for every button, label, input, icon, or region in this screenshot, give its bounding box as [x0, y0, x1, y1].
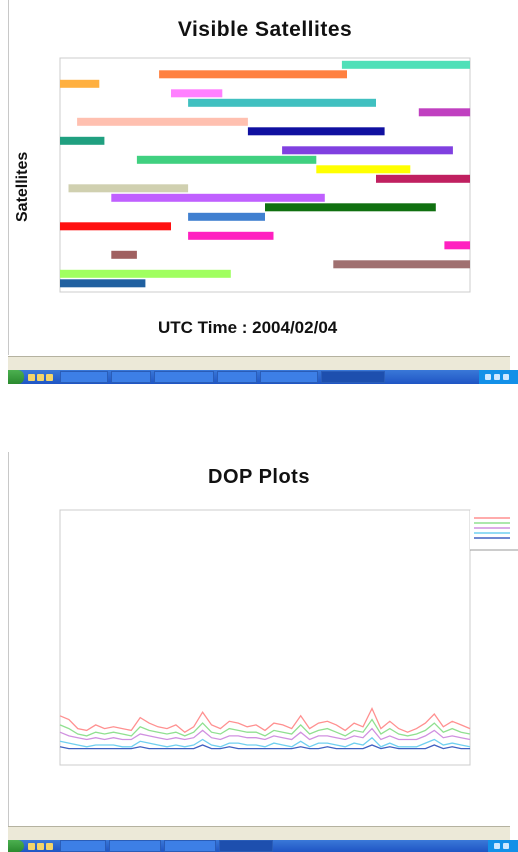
satellite-bar — [188, 231, 274, 240]
satellite-bar — [418, 108, 471, 117]
taskbar-button[interactable] — [111, 371, 151, 383]
dop-series-line — [59, 736, 471, 748]
status-bar — [8, 826, 510, 840]
satellite-bar — [444, 241, 470, 250]
taskbar-button[interactable] — [60, 371, 108, 383]
satellite-bar — [341, 60, 470, 69]
satellite-bar — [247, 127, 385, 136]
satellite-bar — [60, 136, 105, 145]
system-tray — [488, 840, 518, 852]
dop-series-line — [59, 727, 471, 741]
satellite-bar — [282, 146, 453, 155]
taskbar-button[interactable] — [260, 371, 318, 383]
dop-plots-window: DOP Plots — [0, 452, 518, 852]
tray-icon[interactable] — [503, 374, 509, 380]
taskbar — [8, 840, 518, 852]
start-button[interactable] — [8, 840, 24, 852]
satellite-bar — [77, 117, 248, 126]
satellite-bar — [60, 222, 171, 231]
quick-launch — [24, 842, 57, 850]
satellite-bar — [159, 70, 347, 79]
satellite-bar — [111, 193, 325, 202]
taskbar-button[interactable] — [164, 840, 216, 852]
quick-launch-icon[interactable] — [28, 842, 35, 850]
satellite-bar — [188, 212, 265, 221]
dop-series-line — [59, 706, 471, 733]
satellite-bar — [68, 184, 189, 193]
satellite-bar — [333, 260, 470, 269]
quick-launch-icon[interactable] — [37, 842, 44, 850]
quick-launch-icon[interactable] — [28, 373, 35, 381]
legend-box — [470, 510, 518, 550]
system-tray — [479, 370, 518, 384]
taskbar-button-active[interactable] — [219, 840, 273, 852]
taskbar — [8, 370, 518, 384]
satellite-bar — [60, 79, 100, 88]
window-left-edge — [8, 452, 9, 826]
satellite-bar — [136, 155, 317, 164]
quick-launch — [24, 373, 57, 381]
tray-icon[interactable] — [503, 843, 509, 849]
dop-series-line — [59, 718, 471, 737]
quick-launch-icon[interactable] — [46, 373, 53, 381]
satellite-bar — [60, 279, 146, 288]
satellite-bar — [188, 98, 376, 107]
tray-icon[interactable] — [494, 374, 500, 380]
taskbar-button-active[interactable] — [321, 371, 385, 383]
satellite-bar — [265, 203, 436, 212]
chart-title: DOP Plots — [208, 466, 310, 488]
dop-series-line — [59, 744, 470, 750]
chart-title: Visible Satellites — [177, 18, 353, 41]
tray-icon[interactable] — [494, 843, 500, 849]
satellite-bar — [60, 269, 231, 278]
plot-area — [59, 509, 471, 766]
quick-launch-icon[interactable] — [37, 373, 44, 381]
legend — [470, 510, 518, 551]
taskbar-button[interactable] — [154, 371, 214, 383]
visible-satellites-chart — [59, 57, 471, 293]
start-button[interactable] — [8, 370, 24, 384]
taskbar-button[interactable] — [109, 840, 161, 852]
satellite-bar — [171, 89, 223, 98]
x-axis-label: UTC Time : 2004/02/04 — [158, 318, 338, 337]
satellite-bar — [111, 250, 137, 259]
taskbar-button[interactable] — [217, 371, 257, 383]
quick-launch-icon[interactable] — [46, 842, 53, 850]
satellite-bar — [376, 174, 470, 183]
status-bar — [8, 356, 510, 370]
dop-plots-chart — [59, 509, 518, 766]
visible-satellites-window: Visible Satellites Satellites UTC Time :… — [0, 0, 518, 385]
window-left-edge — [8, 0, 9, 355]
satellite-bar — [316, 165, 411, 174]
tray-icon[interactable] — [485, 374, 491, 380]
taskbar-button[interactable] — [60, 840, 106, 852]
